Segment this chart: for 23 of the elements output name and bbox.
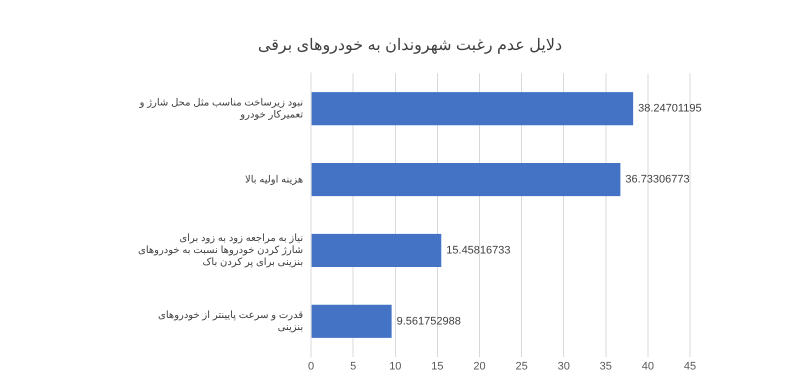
bar [312,234,442,268]
y-tick-label: نیاز به مراجعه زود به زود برای شارژ کردن خودروها نسبت به خودروهای بنزینی برای پر کردن باک [138,233,304,268]
chart-title: دلایل عدم رغبت شهروندان به خودروهای برقی [258,37,562,54]
y-tick-label: نبود زیرساخت مناسب مثل محل شارژ و تعمیرکار خودرو [138,97,304,120]
x-tick-label: 30 [558,360,570,372]
bar [312,92,634,126]
y-tick-label: قدرت و سرعت پایینتر از خودروهای بنزینی [158,310,304,334]
x-tick-label: 20 [473,360,486,372]
x-tick-label: 45 [684,360,696,372]
data-label: 36.73306773 [625,174,690,186]
x-tick-label: 15 [431,360,444,372]
y-tick-label: هزینه اولیه بالا [245,174,304,186]
data-label: 38.24701195 [638,102,702,115]
x-tick-label: 40 [642,360,654,372]
bar [312,304,392,338]
x-tick-label: 10 [389,360,402,372]
data-label: 9.561752988 [396,315,461,328]
bar [312,162,620,196]
x-tick-label: 35 [600,360,612,372]
data-label: 15.45816733 [446,244,511,256]
x-tick-label: 25 [515,360,528,372]
x-tick-label: 5 [350,360,356,372]
x-tick-label: 0 [308,360,314,372]
